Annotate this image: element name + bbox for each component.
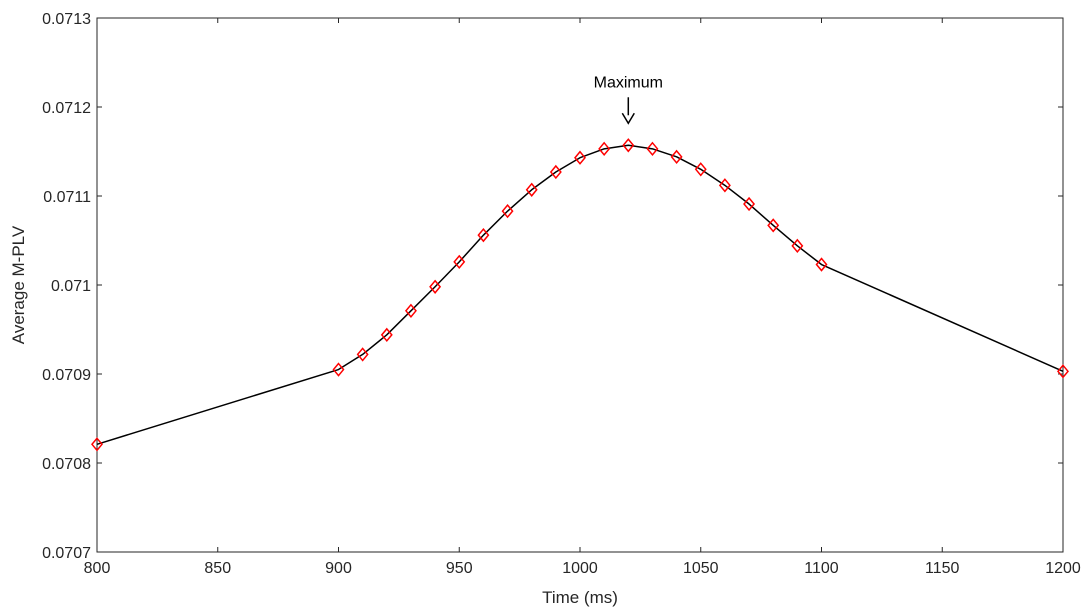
data-point-marker <box>791 238 804 254</box>
data-point-marker <box>380 327 393 343</box>
data-point-marker <box>646 141 659 157</box>
data-point-marker <box>356 347 369 362</box>
data-point-marker <box>743 196 756 212</box>
data-point-marker <box>622 138 635 153</box>
plot-box <box>96 17 1064 553</box>
x-tick-label: 1050 <box>683 560 719 577</box>
x-tick-label: 900 <box>325 560 352 577</box>
data-point-marker <box>429 279 442 294</box>
y-tick-label: 0.0708 <box>42 456 91 473</box>
annotation-arrow-head <box>621 112 635 125</box>
data-point-marker <box>525 182 538 197</box>
y-tick-label: 0.0709 <box>42 367 91 384</box>
data-point-marker <box>574 150 586 165</box>
data-point-marker <box>694 162 707 177</box>
plot-layer <box>91 138 1069 452</box>
data-point-marker <box>453 254 466 270</box>
x-tick-label: 1200 <box>1045 560 1081 577</box>
x-tick-label: 950 <box>446 560 473 577</box>
annotation-label: Maximum <box>594 74 663 91</box>
y-tick-label: 0.071 <box>51 278 91 295</box>
data-point-marker <box>1057 364 1069 379</box>
y-tick-label: 0.0713 <box>42 11 91 28</box>
y-tick-label: 0.0707 <box>42 545 91 562</box>
x-tick-label: 1100 <box>804 560 839 577</box>
x-tick-label: 850 <box>204 560 231 577</box>
data-point-marker <box>549 164 562 180</box>
annotation-layer: Maximum <box>594 74 663 125</box>
data-point-marker <box>477 227 490 243</box>
data-point-marker <box>718 178 731 193</box>
y-tick-label: 0.0711 <box>43 189 91 206</box>
data-point-marker <box>501 203 514 219</box>
data-point-marker <box>332 362 345 377</box>
x-tick-label: 1150 <box>925 560 960 577</box>
series-line <box>96 144 1064 446</box>
y-tick-label: 0.0712 <box>42 100 91 117</box>
x-tick-label: 800 <box>84 560 111 577</box>
data-point-marker <box>815 257 828 272</box>
axes-layer: 800 850 900 950 1000 1050 1100 1150 1200 0.0707 0.… <box>42 11 1081 577</box>
data-point-marker <box>670 149 683 165</box>
data-point-marker <box>598 141 611 157</box>
data-point-marker <box>404 303 417 318</box>
data-point-marker <box>91 437 103 452</box>
x-axis-label: Time (ms) <box>542 588 618 607</box>
y-axis-label: Average M-PLV <box>9 225 28 344</box>
x-tick-label: 1000 <box>562 560 598 577</box>
data-point-marker <box>767 218 780 233</box>
